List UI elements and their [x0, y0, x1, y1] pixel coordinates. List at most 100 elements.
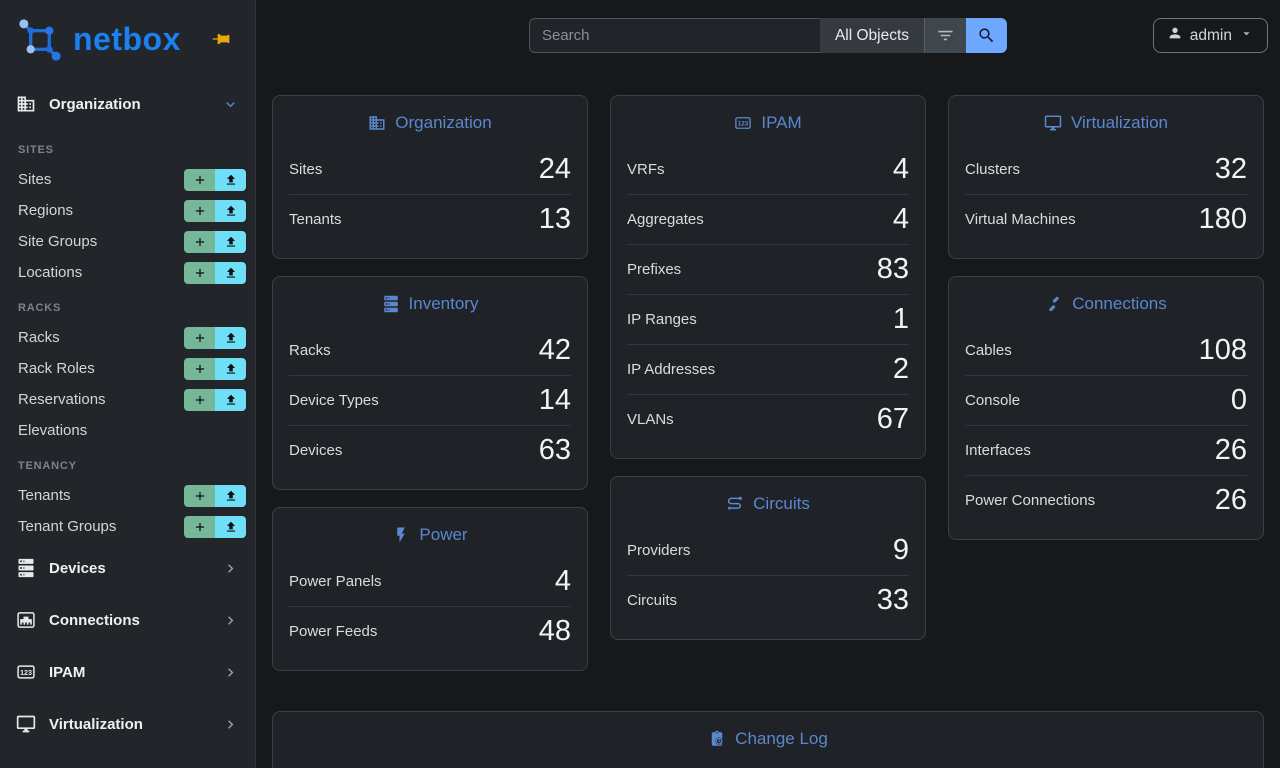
sidebar-item-devices[interactable]: Devices — [0, 542, 255, 594]
chevron-right-icon — [228, 667, 234, 677]
import-button[interactable] — [215, 199, 246, 222]
nav-section-header: RACKS — [18, 302, 62, 314]
user-icon — [1169, 27, 1181, 39]
add-button[interactable] — [184, 199, 215, 222]
stat-value[interactable]: 33 — [876, 584, 909, 616]
stat-row: Providers 9 — [627, 525, 909, 575]
stat-value[interactable]: 4 — [554, 564, 571, 597]
stat-row: Cables 108 — [965, 325, 1247, 375]
sidebar-item-regions[interactable]: Regions — [0, 195, 255, 226]
stat-value[interactable]: 63 — [538, 434, 571, 466]
ethernet-port-icon — [17, 612, 35, 628]
add-button[interactable] — [184, 168, 215, 191]
nav-item-label: Elevations — [18, 422, 88, 439]
brand-link[interactable]: netbox — [0, 0, 255, 78]
object-type-select[interactable]: All Objects — [819, 18, 925, 53]
nav-group-label: IPAM — [49, 663, 86, 681]
chevron-down-icon — [226, 101, 235, 107]
stat-row: Device Types 14 — [289, 375, 571, 425]
stat-label: Virtual Machines — [965, 211, 1076, 228]
sidebar-item-sites[interactable]: Sites — [0, 164, 255, 195]
card-title-link[interactable]: Connections — [949, 277, 1263, 325]
card-ipam: 123 IPAM VRFs 4 Aggregates 4 Prefixes 83 IP Rang… — [610, 95, 926, 459]
add-button[interactable] — [184, 515, 215, 538]
card-title-link[interactable]: Change Log — [273, 712, 1263, 760]
card-inventory: Inventory Racks 42 Device Types 14 Devices 63 — [272, 276, 588, 490]
pin-button[interactable] — [211, 28, 233, 50]
sidebar-item-virtualization[interactable]: Virtualization — [0, 698, 255, 750]
stat-value[interactable]: 67 — [876, 403, 909, 435]
sidebar-item-locations[interactable]: Locations — [0, 257, 255, 288]
nav-group-label: Organization — [49, 95, 141, 113]
stat-value[interactable]: 48 — [538, 615, 571, 647]
sidebar-item-racks[interactable]: Racks — [0, 322, 255, 353]
stat-value[interactable]: 108 — [1198, 333, 1247, 366]
sidebar-item-site-groups[interactable]: Site Groups — [0, 226, 255, 257]
card-circuits: Circuits Providers 9 Circuits 33 — [610, 476, 926, 640]
stat-value[interactable]: 13 — [538, 203, 571, 235]
add-button[interactable] — [184, 326, 215, 349]
upload-icon — [226, 236, 235, 247]
card-title-link[interactable]: Organization — [273, 96, 587, 144]
stat-value[interactable]: 32 — [1214, 152, 1247, 185]
stat-value[interactable]: 83 — [876, 253, 909, 285]
filter-button[interactable] — [924, 18, 967, 53]
stat-value[interactable]: 24 — [538, 152, 571, 185]
nav-item-label: Tenants — [18, 487, 71, 504]
stat-value[interactable]: 26 — [1214, 434, 1247, 466]
caret-slot — [1239, 26, 1254, 46]
add-button[interactable] — [184, 230, 215, 253]
card-title-link[interactable]: Power — [273, 508, 587, 556]
sidebar-item-connections[interactable]: Connections — [0, 594, 255, 646]
add-button[interactable] — [184, 357, 215, 380]
stat-row: Interfaces 26 — [965, 425, 1247, 475]
stat-label: Clusters — [965, 160, 1021, 178]
add-button[interactable] — [184, 484, 215, 507]
import-button[interactable] — [215, 515, 246, 538]
upload-icon — [226, 363, 235, 374]
sidebar-item-tenant-groups[interactable]: Tenant Groups — [0, 511, 255, 542]
import-button[interactable] — [215, 357, 246, 380]
import-button[interactable] — [215, 326, 246, 349]
import-button[interactable] — [215, 168, 246, 191]
import-button[interactable] — [215, 388, 246, 411]
search-input[interactable] — [528, 18, 820, 53]
import-button[interactable] — [215, 230, 246, 253]
nav-item-label: Sites — [18, 171, 52, 188]
sidebar-item-rack-roles[interactable]: Rack Roles — [0, 353, 255, 384]
stat-value[interactable]: 1 — [892, 303, 909, 335]
sidebar-item-ipam[interactable]: 123 IPAM — [0, 646, 255, 698]
plus-icon — [195, 491, 204, 500]
import-button[interactable] — [215, 484, 246, 507]
stat-value[interactable]: 26 — [1214, 484, 1247, 516]
search-button[interactable] — [966, 18, 1008, 53]
card-title-text: Circuits — [753, 494, 810, 513]
stat-value[interactable]: 4 — [892, 203, 909, 235]
stat-row: Circuits 33 — [627, 575, 909, 625]
add-button[interactable] — [184, 388, 215, 411]
import-button[interactable] — [215, 261, 246, 284]
sidebar-item-tenants[interactable]: Tenants — [0, 480, 255, 511]
card-title-link[interactable]: Circuits — [611, 477, 925, 525]
circuit-icon — [728, 496, 742, 510]
sidebar-item-elevations[interactable]: Elevations — [0, 415, 255, 446]
stat-value[interactable]: 0 — [1230, 384, 1247, 416]
quick-actions — [184, 261, 246, 284]
sidebar-nav: Organization SITES Sites Regions Site Groups… — [0, 78, 255, 750]
stat-value[interactable]: 9 — [892, 533, 909, 566]
add-button[interactable] — [184, 261, 215, 284]
stat-value[interactable]: 4 — [892, 152, 909, 185]
card-title-link[interactable]: Virtualization — [949, 96, 1263, 144]
stat-value[interactable]: 42 — [538, 333, 571, 366]
stat-value[interactable]: 14 — [538, 384, 571, 416]
sidebar-item-reservations[interactable]: Reservations — [0, 384, 255, 415]
plus-icon — [195, 522, 204, 531]
user-menu-button[interactable]: admin — [1152, 18, 1268, 53]
stat-value[interactable]: 180 — [1198, 203, 1247, 235]
sidebar-item-organization[interactable]: Organization — [0, 78, 255, 130]
stat-value[interactable]: 2 — [892, 353, 909, 385]
card-title-link[interactable]: Inventory — [273, 277, 587, 325]
card-title-link[interactable]: 123 IPAM — [611, 96, 925, 144]
quick-actions — [184, 199, 246, 222]
stat-label: Power Feeds — [289, 623, 378, 640]
